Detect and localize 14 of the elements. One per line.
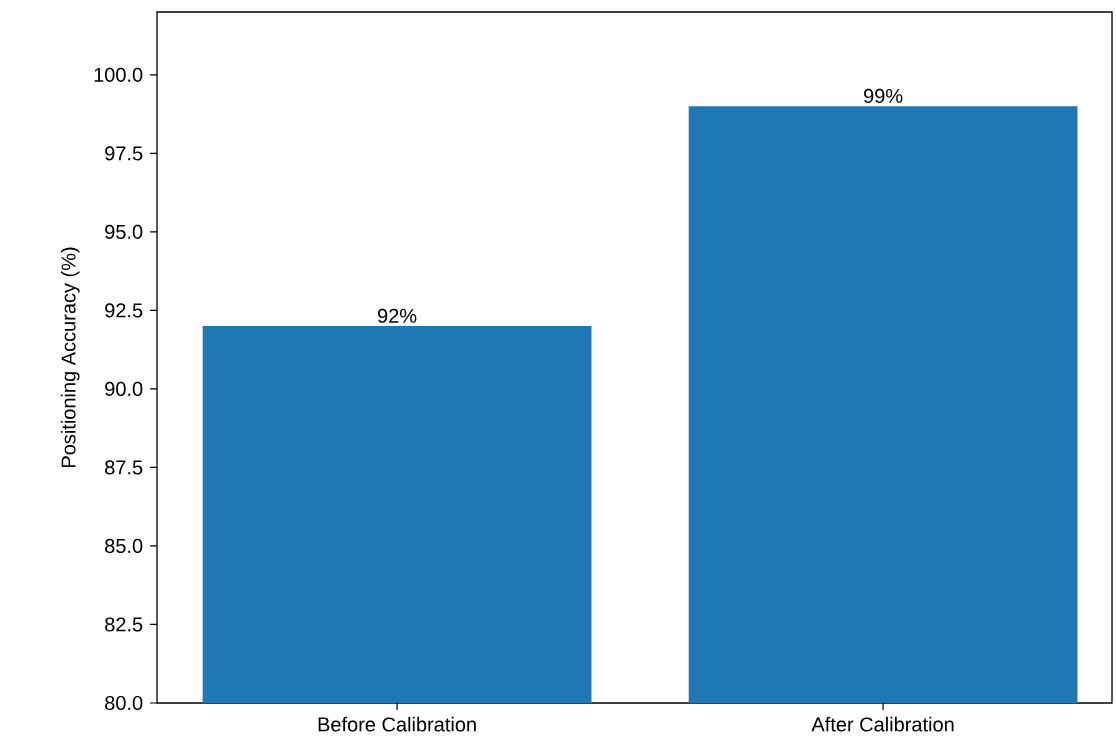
data-label: 99% — [864, 88, 903, 104]
y-tick-label: 92.5 — [105, 303, 143, 318]
y-axis-title: Positioning Accuracy (%) — [60, 247, 80, 467]
y-tick-label: 100.0 — [94, 67, 143, 82]
y-tick-label: 80.0 — [105, 695, 143, 711]
y-tick-label: 90.0 — [105, 381, 143, 396]
x-tick-label: Before Calibration — [318, 716, 476, 732]
y-tick-label: 87.5 — [105, 460, 143, 475]
y-tick-label: 85.0 — [105, 538, 143, 554]
data-label: 92% — [378, 308, 417, 323]
y-tick-label: 97.5 — [105, 146, 143, 161]
y-tick-label: 95.0 — [105, 224, 143, 239]
x-tick-label: After Calibration — [811, 716, 954, 732]
y-tick-label: 82.5 — [105, 617, 143, 632]
